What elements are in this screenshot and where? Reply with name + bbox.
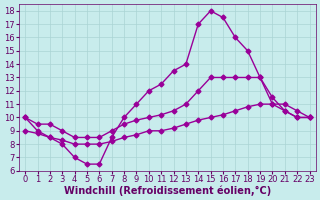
X-axis label: Windchill (Refroidissement éolien,°C): Windchill (Refroidissement éolien,°C) [64, 185, 271, 196]
